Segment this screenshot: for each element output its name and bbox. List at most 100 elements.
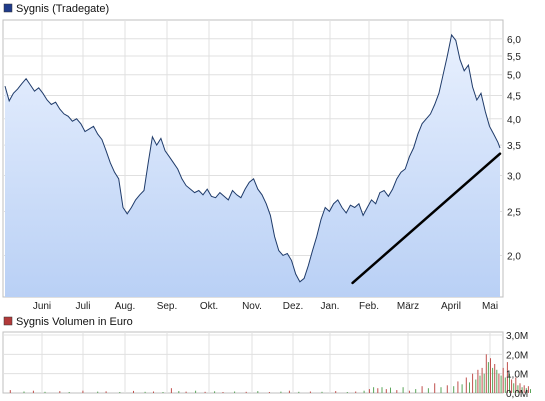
- volume-y-tick-label: 3,0M: [506, 331, 528, 342]
- volume-bar: [268, 392, 270, 393]
- volume-bar: [321, 391, 323, 393]
- volume-bar: [280, 391, 282, 393]
- volume-bar: [119, 392, 121, 393]
- price-y-tick-label: 3,0: [507, 171, 521, 182]
- price-x-tick-label: März: [397, 301, 419, 312]
- price-y-axis: 6,0 5,5 5,0 4,5 4,0 3,5 3,0 2,5 2,0: [507, 35, 521, 263]
- volume-bar: [440, 387, 442, 393]
- volume-bar: [509, 373, 510, 393]
- volume-panel: Sygnis Volumen in Euro 3,0M 2,0M 1,0M 0,0M: [2, 316, 531, 400]
- volume-bar: [469, 382, 470, 393]
- volume-bar: [298, 391, 300, 393]
- price-y-tick-label: 6,0: [507, 35, 521, 46]
- volume-bar: [490, 358, 491, 393]
- volume-bar: [68, 392, 70, 393]
- volume-bar: [457, 381, 459, 393]
- volume-bar: [195, 390, 197, 393]
- volume-bar: [288, 390, 290, 393]
- volume-bar: [23, 391, 25, 393]
- volume-legend-label: Sygnis Volumen in Euro: [16, 316, 133, 328]
- volume-bar: [453, 386, 455, 393]
- price-y-tick-label: 2,0: [507, 251, 521, 262]
- volume-bar: [485, 354, 487, 393]
- volume-plot-frame: [2, 331, 504, 394]
- volume-bar: [519, 383, 521, 393]
- volume-bar: [381, 387, 383, 393]
- volume-bar: [355, 391, 357, 393]
- volume-bar: [479, 375, 481, 393]
- price-x-tick-label: Jan.: [321, 301, 340, 312]
- volume-bar: [44, 391, 46, 393]
- price-y-tick-label: 4,5: [507, 92, 521, 103]
- price-x-tick-label: Feb.: [359, 301, 379, 312]
- volume-legend-swatch: [3, 316, 13, 326]
- volume-bar: [82, 390, 84, 393]
- volume-bar: [363, 390, 365, 393]
- volume-bar: [162, 392, 164, 393]
- volume-bar: [494, 364, 496, 393]
- volume-bar: [368, 389, 370, 393]
- price-x-tick-label: April: [441, 301, 461, 312]
- price-y-tick-label: 3,5: [507, 141, 521, 152]
- volume-bar: [257, 391, 259, 393]
- volume-bar: [144, 391, 146, 393]
- volume-y-tick-label: 2,0M: [506, 350, 528, 361]
- volume-bar: [309, 391, 311, 393]
- volume-bar: [396, 390, 398, 393]
- volume-bar: [9, 390, 11, 393]
- price-legend-swatch: [3, 3, 13, 13]
- volume-bar: [515, 377, 517, 393]
- volume-y-axis: 3,0M 2,0M 1,0M 0,0M: [506, 331, 528, 400]
- volume-y-tick-label: 0,0M: [506, 389, 528, 400]
- price-legend-label: Sygnis (Tradegate): [16, 3, 109, 15]
- volume-bar: [390, 387, 391, 393]
- volume-bar: [402, 387, 404, 393]
- volume-bar: [32, 390, 34, 393]
- volume-bar: [377, 388, 379, 393]
- volume-bar: [434, 383, 436, 393]
- volume-bar: [502, 367, 504, 393]
- price-area: [5, 34, 500, 298]
- volume-bar: [513, 383, 515, 393]
- volume-bar: [517, 385, 519, 393]
- volume-bar: [461, 384, 463, 393]
- volume-bar: [204, 391, 206, 393]
- volume-bar: [498, 373, 500, 393]
- volume-bar: [97, 391, 99, 393]
- volume-bar: [504, 377, 506, 393]
- volume-bar: [427, 388, 429, 393]
- volume-bar: [185, 391, 187, 393]
- volume-bar: [178, 391, 180, 393]
- trendline: [351, 152, 502, 285]
- volume-bar: [523, 385, 525, 393]
- price-x-tick-label: Aug.: [115, 301, 136, 312]
- volume-bar: [506, 362, 508, 393]
- volume-grid: [3, 332, 503, 393]
- volume-bar: [385, 389, 387, 393]
- volume-bar: [500, 375, 502, 393]
- volume-bar: [421, 386, 423, 393]
- volume-bar: [521, 387, 523, 393]
- price-panel: Sygnis (Tradegate) 6,0 5,5 5,0 4,5 4,0 3,5 3,0…: [2, 3, 521, 312]
- volume-bar: [133, 390, 134, 393]
- price-line: [4, 33, 501, 283]
- volume-bar: [245, 391, 247, 393]
- price-x-tick-label: Dez.: [283, 301, 304, 312]
- volume-bar: [214, 391, 216, 393]
- volume-bar: [415, 389, 417, 393]
- price-x-tick-label: Mai: [482, 301, 498, 312]
- volume-bars: [9, 354, 531, 393]
- volume-bar: [234, 391, 236, 393]
- price-x-tick-label: Juni: [33, 301, 51, 312]
- volume-bar: [346, 392, 348, 393]
- price-x-tick-label: Nov.: [242, 301, 262, 312]
- volume-bar: [105, 391, 107, 393]
- volume-bar: [59, 391, 61, 393]
- price-y-tick-label: 5,5: [507, 52, 521, 63]
- volume-bar: [525, 388, 527, 393]
- price-y-tick-label: 2,5: [507, 207, 521, 218]
- volume-bar: [496, 369, 498, 393]
- price-x-tick-label: Okt.: [200, 301, 218, 312]
- volume-y-tick-label: 1,0M: [506, 370, 528, 381]
